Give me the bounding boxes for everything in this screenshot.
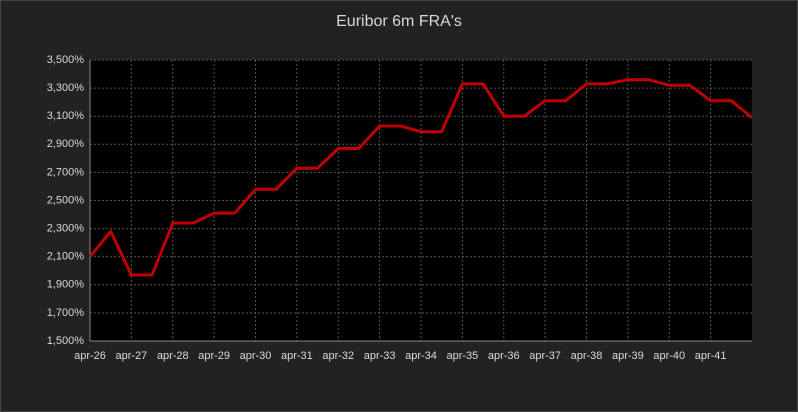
x-tick-label: apr-31: [281, 350, 313, 362]
x-tick-label: apr-29: [198, 350, 230, 362]
y-tick-label: 2,700%: [47, 166, 85, 178]
y-tick-label: 2,500%: [47, 194, 85, 206]
x-tick-label: apr-33: [364, 350, 396, 362]
x-tick-label: apr-30: [240, 350, 272, 362]
x-tick-label: apr-41: [695, 350, 727, 362]
x-tick-label: apr-38: [571, 350, 603, 362]
y-tick-label: 2,900%: [47, 138, 85, 150]
y-tick-label: 1,700%: [47, 307, 85, 319]
y-tick-label: 3,300%: [47, 82, 85, 94]
data-line: [88, 78, 753, 277]
y-tick-label: 3,100%: [47, 110, 85, 122]
x-tick-label: apr-32: [322, 350, 354, 362]
x-tick-label: apr-39: [612, 350, 644, 362]
y-tick-label: 2,300%: [47, 223, 85, 235]
x-tick-label: apr-37: [529, 350, 561, 362]
x-tick-label: apr-34: [405, 350, 437, 362]
x-tick-label: apr-26: [74, 350, 106, 362]
x-tick-label: apr-36: [488, 350, 520, 362]
x-tick-label: apr-40: [653, 350, 685, 362]
x-tick-label: apr-27: [115, 350, 147, 362]
y-tick-label: 3,500%: [47, 54, 85, 66]
chart-title: Euribor 6m FRA's: [336, 13, 462, 30]
y-tick-label: 1,900%: [47, 279, 85, 291]
y-tick-label: 2,100%: [47, 251, 85, 263]
x-tick-label: apr-35: [446, 350, 478, 362]
x-tick-label: apr-28: [157, 350, 189, 362]
y-tick-label: 1,500%: [47, 335, 85, 347]
